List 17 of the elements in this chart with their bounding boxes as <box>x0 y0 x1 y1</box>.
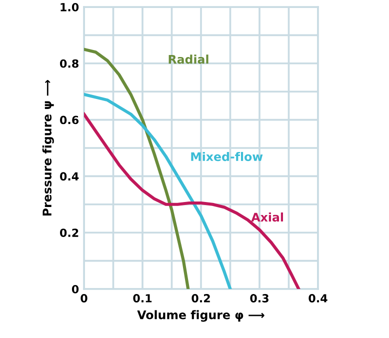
x-tick-label: 0.1 <box>133 294 152 302</box>
x-tick-label: 0 <box>80 294 88 302</box>
y-tick-label: 0 <box>72 284 79 294</box>
y-tick-label: 0.6 <box>60 116 79 124</box>
y-tick-label: 0.2 <box>60 228 78 237</box>
y-tick-label: 1.0 <box>60 2 79 12</box>
y-tick-label: 0.4 <box>60 172 79 181</box>
text: Radial <box>168 54 208 64</box>
x-tick-label: 0.4 <box>308 294 328 302</box>
x-tick-label: 0.2 <box>192 294 210 302</box>
x-tick-label: 0.3 <box>250 294 268 302</box>
y-tick-label: 0.8 <box>60 59 78 68</box>
series-label: Axial <box>251 212 283 222</box>
y-axis-title: Pressure figure ψ ⟶ <box>42 80 54 216</box>
series-label: Mixed-flow <box>191 152 263 162</box>
line-series <box>84 112 300 289</box>
x-axis-title: Volume figure φ ⟶ <box>137 310 264 322</box>
